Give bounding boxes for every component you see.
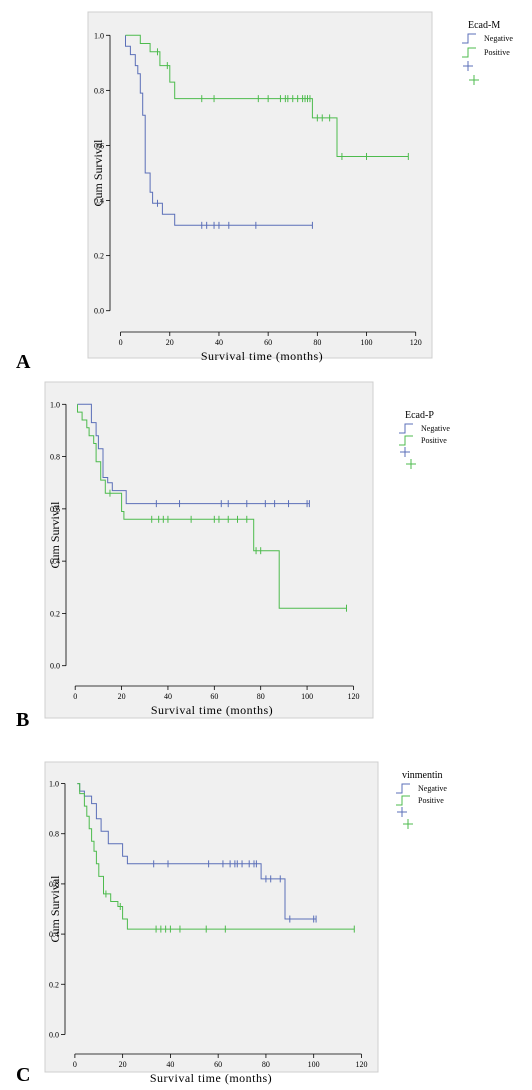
series-positive	[125, 34, 409, 160]
km-panel-b: 0.0 0.2 0.4 0.6 0.8 1.0 0 20 40 60 80 100 120 Surviva…	[16, 381, 450, 731]
x-tick-label: 20	[118, 692, 126, 701]
y-tick-label: 0.8	[94, 86, 104, 95]
legend-censored-positive	[469, 75, 479, 85]
x-tick-label: 20	[166, 338, 174, 347]
y-tick-label: 1.0	[50, 400, 60, 409]
x-tick-label: 60	[264, 338, 272, 347]
plot-frame	[87, 11, 433, 359]
series-negative	[125, 35, 313, 229]
legend-label-positive: Positive	[418, 796, 444, 805]
x-tick-label: 0	[73, 1060, 77, 1069]
y-tick-label: 0.4	[49, 930, 59, 939]
legend-title: vinmentin	[402, 770, 443, 781]
series-negative	[77, 403, 310, 508]
y-tick-label: 0.0	[49, 1030, 59, 1039]
x-tick-label: 40	[215, 338, 223, 347]
x-tick-label: 100	[308, 1060, 320, 1069]
survival-curve-positive	[125, 34, 409, 157]
legend: Ecad-M Negative Positive	[462, 20, 513, 85]
legend: vinmentin Negative Positive	[396, 770, 447, 829]
y-tick-label: 0.2	[49, 980, 59, 989]
km-panel-c: 0.0 0.2 0.4 0.6 0.8 1.0 0 20 40 60 80 100 120 Surviva…	[16, 761, 447, 1086]
y-tick-label: 0.8	[49, 830, 59, 839]
x-tick-label: 0	[73, 692, 77, 701]
y-tick-label: 0.8	[50, 453, 60, 462]
survival-curve-negative	[125, 35, 313, 226]
legend-title: Ecad-M	[468, 20, 500, 31]
legend-label-positive: Positive	[421, 436, 447, 445]
legend-censored-positive	[406, 459, 416, 469]
x-axis-title: Survival time (months)	[201, 349, 323, 363]
x-tick-label: 40	[166, 1060, 174, 1069]
legend-swatch-negative	[462, 33, 476, 44]
legend: Ecad-P Negative Positive	[399, 410, 450, 469]
x-tick-label: 120	[347, 692, 359, 701]
x-tick-label: 80	[262, 1060, 270, 1069]
y-axis-title: Cum Survival	[48, 501, 62, 569]
survival-curve-negative	[77, 403, 310, 505]
y-axis-title: Cum Survival	[48, 875, 62, 943]
km-panel-a: 0.0 0.2 0.4 0.6 0.8 1.0 0 20 40 60 80 100 120 Surviva…	[16, 11, 513, 373]
y-tick-label: 0.2	[94, 252, 104, 261]
legend-label-negative: Negative	[484, 34, 513, 43]
series-positive	[77, 783, 355, 933]
x-tick-label: 80	[257, 692, 265, 701]
x-tick-label: 60	[210, 692, 218, 701]
y-tick-label: 0.6	[50, 505, 60, 514]
x-tick-label: 100	[361, 338, 373, 347]
x-tick-label: 120	[355, 1060, 367, 1069]
y-tick-label: 1.0	[49, 780, 59, 789]
y-tick-label: 1.0	[94, 31, 104, 40]
legend-censored-negative	[400, 447, 410, 457]
x-axis-title: Survival time (months)	[150, 1071, 272, 1085]
panel-letter: A	[16, 351, 31, 373]
panel-letter: C	[16, 1064, 30, 1086]
legend-swatch-negative	[396, 783, 410, 794]
x-tick-label: 20	[119, 1060, 127, 1069]
legend-label-positive: Positive	[484, 48, 510, 57]
x-tick-label: 0	[119, 338, 123, 347]
y-tick-label: 0.0	[50, 662, 60, 671]
x-tick-label: 40	[164, 692, 172, 701]
legend-swatch-positive	[396, 795, 410, 806]
x-tick-label: 120	[410, 338, 422, 347]
x-tick-label: 80	[313, 338, 321, 347]
legend-title: Ecad-P	[405, 410, 434, 421]
legend-label-negative: Negative	[421, 424, 450, 433]
y-tick-label: 0.4	[94, 197, 104, 206]
legend-label-negative: Negative	[418, 784, 447, 793]
y-tick-label: 0.0	[94, 307, 104, 316]
legend-censored-negative	[397, 807, 407, 817]
legend-censored-positive	[403, 819, 413, 829]
legend-swatch-positive	[462, 47, 476, 58]
panel-letter: B	[16, 709, 29, 731]
y-tick-label: 0.4	[50, 557, 60, 566]
survival-curve-positive	[77, 404, 347, 609]
legend-censored-negative	[463, 61, 473, 71]
y-tick-label: 0.6	[94, 141, 104, 150]
x-tick-label: 100	[301, 692, 313, 701]
legend-swatch-positive	[399, 435, 413, 446]
x-tick-label: 60	[214, 1060, 222, 1069]
x-axis-title: Survival time (months)	[151, 703, 273, 717]
plot-frame	[44, 761, 379, 1073]
plot-frame	[44, 381, 374, 719]
y-tick-label: 0.2	[50, 609, 60, 618]
legend-swatch-negative	[399, 423, 413, 434]
y-tick-label: 0.6	[49, 880, 59, 889]
series-positive	[77, 404, 347, 612]
y-axis-title: Cum Survival	[91, 139, 105, 207]
